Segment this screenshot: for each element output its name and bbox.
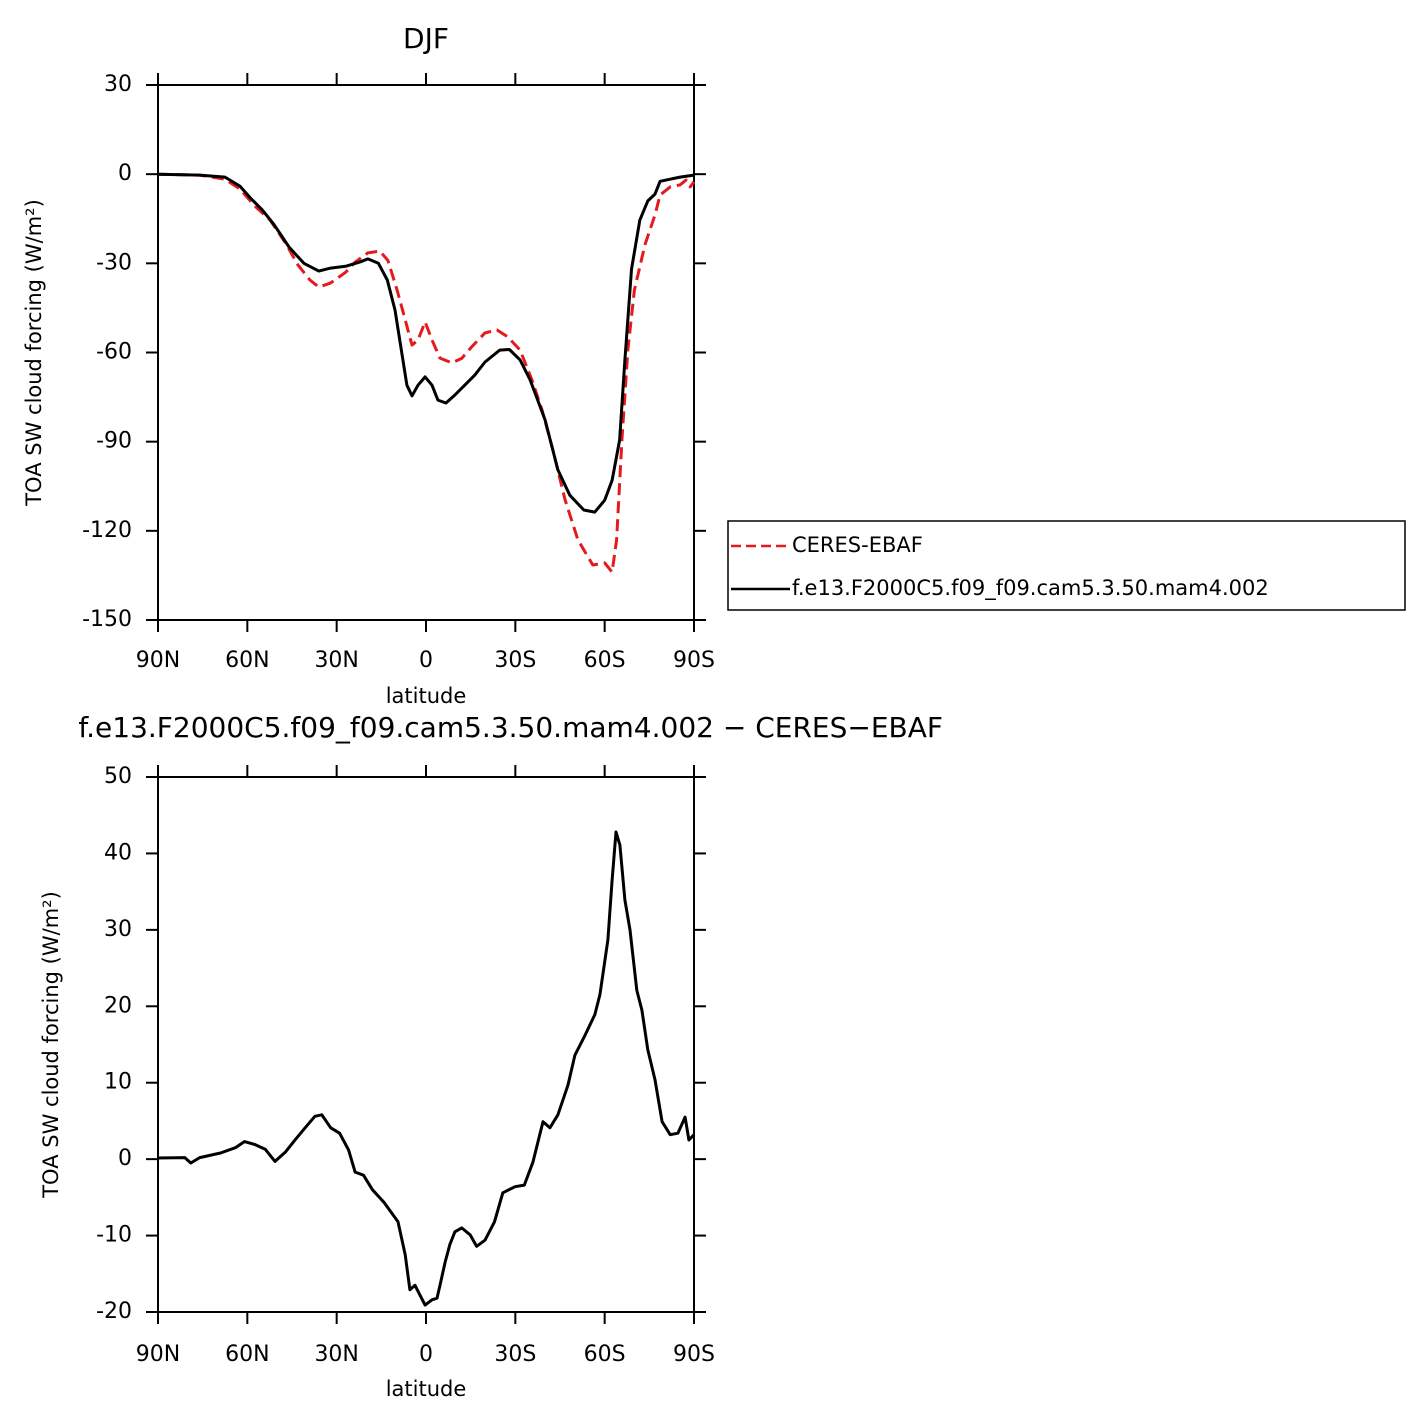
legend-box bbox=[727, 520, 1406, 611]
x-tick-label: 60N bbox=[225, 1342, 269, 1367]
x-tick-label: 30S bbox=[494, 1342, 536, 1367]
x-tick-label: 90N bbox=[136, 648, 180, 673]
legend-label: f.e13.F2000C5.f09_f09.cam5.3.50.mam4.002 bbox=[792, 576, 1269, 601]
y-tick-label: -20 bbox=[96, 1299, 132, 1324]
x-tick-label: 90S bbox=[673, 648, 715, 673]
y-tick-label: -60 bbox=[96, 340, 132, 365]
y-tick-label: 10 bbox=[104, 1070, 132, 1095]
y-axis-label: TOA SW cloud forcing (W/m²) bbox=[22, 199, 46, 507]
chart-title: f.e13.F2000C5.f09_f09.cam5.3.50.mam4.002… bbox=[78, 711, 943, 744]
y-tick-label: -150 bbox=[82, 607, 132, 632]
x-tick-label: 0 bbox=[419, 1342, 433, 1367]
y-tick-label: 40 bbox=[104, 840, 132, 865]
y-tick-label: -30 bbox=[96, 250, 132, 275]
x-tick-label: 90S bbox=[673, 1342, 715, 1367]
data-line bbox=[157, 172, 695, 514]
y-tick-label: -120 bbox=[82, 518, 132, 543]
data-line bbox=[157, 830, 696, 1307]
legend-label: CERES-EBAF bbox=[792, 533, 923, 557]
y-tick-label: -10 bbox=[96, 1223, 132, 1248]
y-tick-label: 0 bbox=[118, 1146, 132, 1171]
y-tick-label: 20 bbox=[104, 993, 132, 1018]
x-tick-label: 30N bbox=[314, 1342, 358, 1367]
y-tick-label: 30 bbox=[104, 917, 132, 942]
x-axis-label: latitude bbox=[386, 684, 467, 708]
y-tick-label: -90 bbox=[96, 429, 132, 454]
y-axis-label: TOA SW cloud forcing (W/m²) bbox=[39, 891, 63, 1199]
y-tick-label: 30 bbox=[104, 72, 132, 97]
data-line bbox=[157, 172, 696, 574]
x-tick-label: 60S bbox=[584, 1342, 626, 1367]
x-tick-label: 30N bbox=[314, 648, 358, 673]
x-tick-label: 0 bbox=[419, 648, 433, 673]
chart-title: DJF bbox=[403, 22, 449, 55]
x-tick-label: 90N bbox=[136, 1342, 180, 1367]
plot-frame bbox=[157, 84, 695, 621]
x-axis-label: latitude bbox=[386, 1377, 467, 1401]
y-tick-label: 50 bbox=[104, 764, 132, 789]
x-tick-label: 60N bbox=[225, 648, 269, 673]
x-tick-label: 30S bbox=[494, 648, 536, 673]
y-tick-label: 0 bbox=[118, 161, 132, 186]
x-tick-label: 60S bbox=[584, 648, 626, 673]
